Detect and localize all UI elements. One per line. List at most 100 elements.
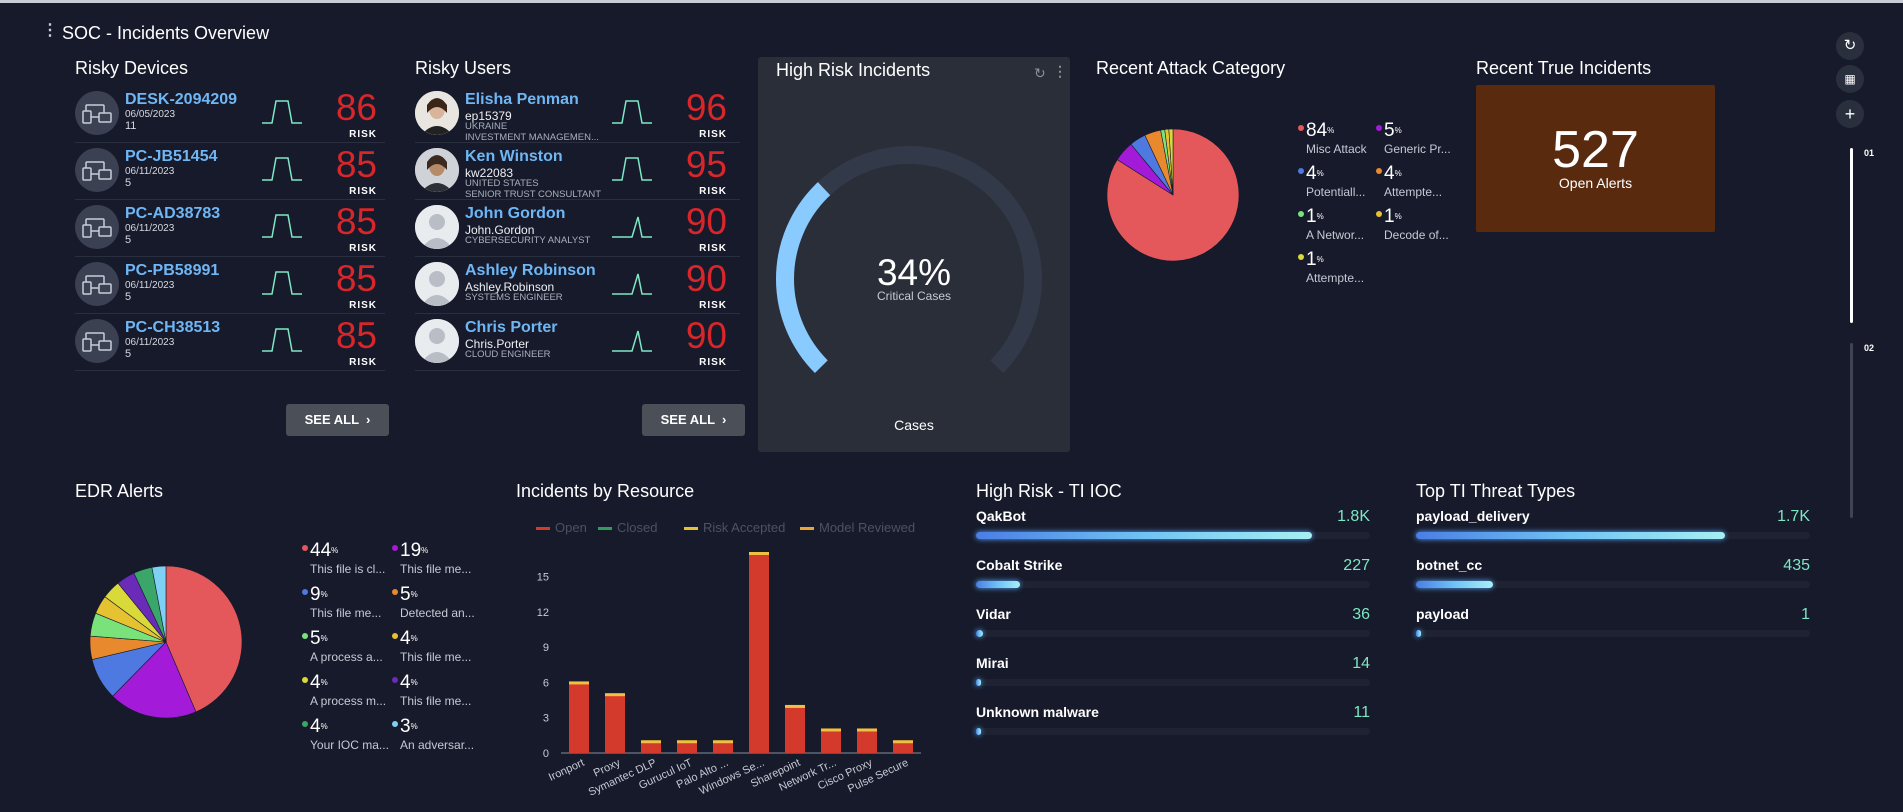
attack-category-legend: 84% Misc Attack 5% Generic Pr... 4% Potential… xyxy=(1298,121,1458,291)
ioc-name[interactable]: Mirai xyxy=(976,655,1009,671)
user-name[interactable]: Ken Winston xyxy=(465,148,563,165)
risk-label: RISK xyxy=(349,186,377,197)
legend-value: 1% xyxy=(1306,207,1324,227)
pie-slice[interactable] xyxy=(151,566,167,643)
device-row[interactable]: PC-JB51454 06/11/2023 5 85 RISK xyxy=(75,144,385,200)
legend-dot xyxy=(1298,125,1304,131)
device-name[interactable]: PC-JB51454 xyxy=(125,148,218,165)
pie-slice[interactable] xyxy=(165,566,242,713)
edr-alerts-legend: 44% This file is cl... 19% This file me... 9… xyxy=(302,541,492,761)
device-name[interactable]: PC-PB58991 xyxy=(125,262,220,279)
ioc-value: 1.7K xyxy=(1777,508,1810,525)
ioc-bar-fill xyxy=(976,728,981,735)
risky-devices-see-all-button[interactable]: SEE ALL › xyxy=(286,404,389,436)
pie-slice[interactable] xyxy=(112,641,197,718)
device-name[interactable]: PC-AD38783 xyxy=(125,205,221,222)
ti-threat-types-title: Top TI Threat Types xyxy=(1416,481,1576,501)
user-row[interactable]: Ken Winston kw22083 UNITED STATES SENIOR TR… xyxy=(415,144,740,200)
risk-sparkline xyxy=(260,97,304,127)
ti-ioc-title: High Risk - TI IOC xyxy=(976,481,1122,501)
chart-legend-item[interactable]: Model Reviewed xyxy=(800,520,915,535)
bar-cap xyxy=(893,740,913,744)
device-row[interactable]: PC-AD38783 06/11/2023 5 85 RISK xyxy=(75,201,385,257)
device-row[interactable]: DESK-2094209 06/05/2023 11 86 RISK xyxy=(75,87,385,143)
bar[interactable] xyxy=(749,553,769,753)
ioc-name[interactable]: Vidar xyxy=(976,606,1011,622)
pie-slice[interactable] xyxy=(1168,129,1174,196)
ioc-name[interactable]: Unknown malware xyxy=(976,704,1099,720)
ioc-bar-fill xyxy=(976,630,983,637)
user-row[interactable]: John Gordon John.Gordon CYBERSECURITY ANAL… xyxy=(415,201,740,257)
legend-dot xyxy=(392,545,398,551)
legend-dot xyxy=(302,633,308,639)
risky-users-list: Elisha Penman ep15379 UKRAINE INVESTMENT MA… xyxy=(415,87,740,377)
risky-users-see-all-button[interactable]: SEE ALL › xyxy=(642,404,745,436)
ioc-name[interactable]: QakBot xyxy=(976,508,1026,524)
legend-value-number: 4 xyxy=(310,716,321,737)
device-row[interactable]: PC-PB58991 06/11/2023 5 85 RISK xyxy=(75,258,385,314)
user-name[interactable]: Ashley Robinson xyxy=(465,262,596,279)
bar[interactable] xyxy=(713,741,733,753)
scroll-indicator-01[interactable] xyxy=(1850,148,1853,323)
risk-sparkline xyxy=(610,268,654,298)
chart-legend-item[interactable]: Risk Accepted xyxy=(684,520,785,535)
risk-sparkline xyxy=(610,211,654,241)
user-row[interactable]: Elisha Penman ep15379 UKRAINE INVESTMENT MA… xyxy=(415,87,740,143)
risky-devices-list: DESK-2094209 06/05/2023 11 86 RISK PC-JB51454… xyxy=(75,87,385,377)
user-role: CLOUD ENGINEER xyxy=(465,349,551,360)
percent-sign: % xyxy=(1394,126,1402,135)
bar[interactable] xyxy=(857,729,877,753)
y-tick-label: 12 xyxy=(537,607,549,619)
risk-sparkline xyxy=(610,97,654,127)
legend-value-number: 1 xyxy=(1384,206,1395,227)
device-row[interactable]: PC-CH38513 06/11/2023 5 85 RISK xyxy=(75,315,385,371)
refresh-icon[interactable]: ↻ xyxy=(1836,32,1864,60)
more-options-icon[interactable]: ⋮ xyxy=(1053,63,1067,79)
ioc-value: 1.8K xyxy=(1337,508,1370,525)
legend-value: 4% xyxy=(400,629,418,649)
user-row[interactable]: Ashley Robinson Ashley.Robinson SYSTEMS EN… xyxy=(415,258,740,314)
ioc-name[interactable]: payload xyxy=(1416,606,1469,622)
refresh-icon[interactable]: ↻ xyxy=(1034,65,1046,81)
bar[interactable] xyxy=(677,741,697,753)
ioc-name[interactable]: botnet_cc xyxy=(1416,557,1483,573)
user-name[interactable]: Elisha Penman xyxy=(465,91,579,108)
bar[interactable] xyxy=(605,694,625,753)
menu-dots-icon[interactable]: ⋮ xyxy=(42,22,58,39)
legend-value-number: 9 xyxy=(310,584,321,605)
user-row[interactable]: Chris Porter Chris.Porter CLOUD ENGINEER 90… xyxy=(415,315,740,371)
open-alerts-card[interactable]: 527 Open Alerts xyxy=(1476,85,1715,232)
bar-cap xyxy=(821,728,841,732)
grid-icon[interactable]: ▦ xyxy=(1836,65,1864,93)
ioc-name[interactable]: Cobalt Strike xyxy=(976,557,1063,573)
legend-label: Your IOC ma... xyxy=(310,738,389,752)
bar[interactable] xyxy=(893,741,913,753)
legend-value-number: 4 xyxy=(400,628,411,649)
avatar xyxy=(415,319,459,363)
chart-legend-item[interactable]: Open xyxy=(536,520,587,535)
x-tick-label: Ironport xyxy=(547,757,586,784)
risk-label: RISK xyxy=(699,129,727,140)
user-name[interactable]: John Gordon xyxy=(465,205,566,222)
y-tick-label: 15 xyxy=(537,572,549,584)
risk-score: 90 xyxy=(685,315,727,356)
percent-sign: % xyxy=(410,678,418,687)
device-name[interactable]: PC-CH38513 xyxy=(125,319,221,336)
legend-label: A process m... xyxy=(310,694,387,708)
bar[interactable] xyxy=(569,682,589,753)
device-name[interactable]: DESK-2094209 xyxy=(125,91,238,108)
bar[interactable] xyxy=(785,705,805,753)
chart-legend-item[interactable]: Closed xyxy=(598,520,657,535)
bar[interactable] xyxy=(641,741,661,753)
legend-label: Misc Attack xyxy=(1306,142,1367,156)
plus-icon[interactable]: + xyxy=(1836,100,1864,128)
scroll-indicator-02[interactable] xyxy=(1850,343,1853,518)
risk-label: RISK xyxy=(699,186,727,197)
incidents-by-resource-legend: Open Closed Risk Accepted Model Reviewed xyxy=(536,520,936,536)
legend-value: 4% xyxy=(1384,164,1402,184)
legend-label: Generic Pr... xyxy=(1384,142,1451,156)
bar[interactable] xyxy=(821,729,841,753)
user-name[interactable]: Chris Porter xyxy=(465,319,558,336)
ioc-name[interactable]: payload_delivery xyxy=(1416,508,1530,524)
